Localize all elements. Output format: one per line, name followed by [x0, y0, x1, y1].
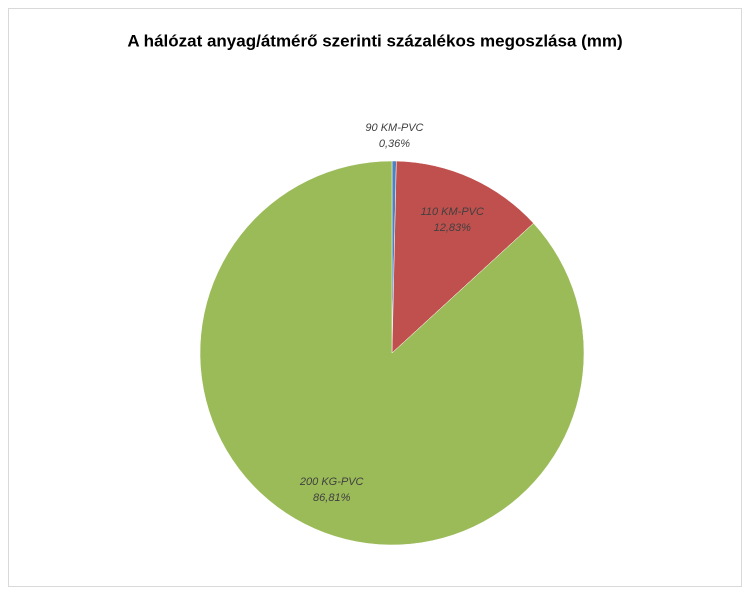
slice-value-label: 0,36%: [379, 138, 410, 150]
slice-category-label: 90 KM-PVC: [365, 122, 423, 134]
chart-title: A hálózat anyag/átmérő szerinti százalék…: [127, 31, 622, 50]
pie-slice: [391, 160, 534, 354]
slice-value-label: 12,83%: [434, 222, 472, 234]
slice-category-label: 200 KG-PVC: [299, 476, 364, 488]
slice-value-label: 86,81%: [313, 492, 351, 504]
pie-slice: [199, 160, 585, 546]
slice-category-label: 110 KM-PVC: [421, 206, 484, 218]
